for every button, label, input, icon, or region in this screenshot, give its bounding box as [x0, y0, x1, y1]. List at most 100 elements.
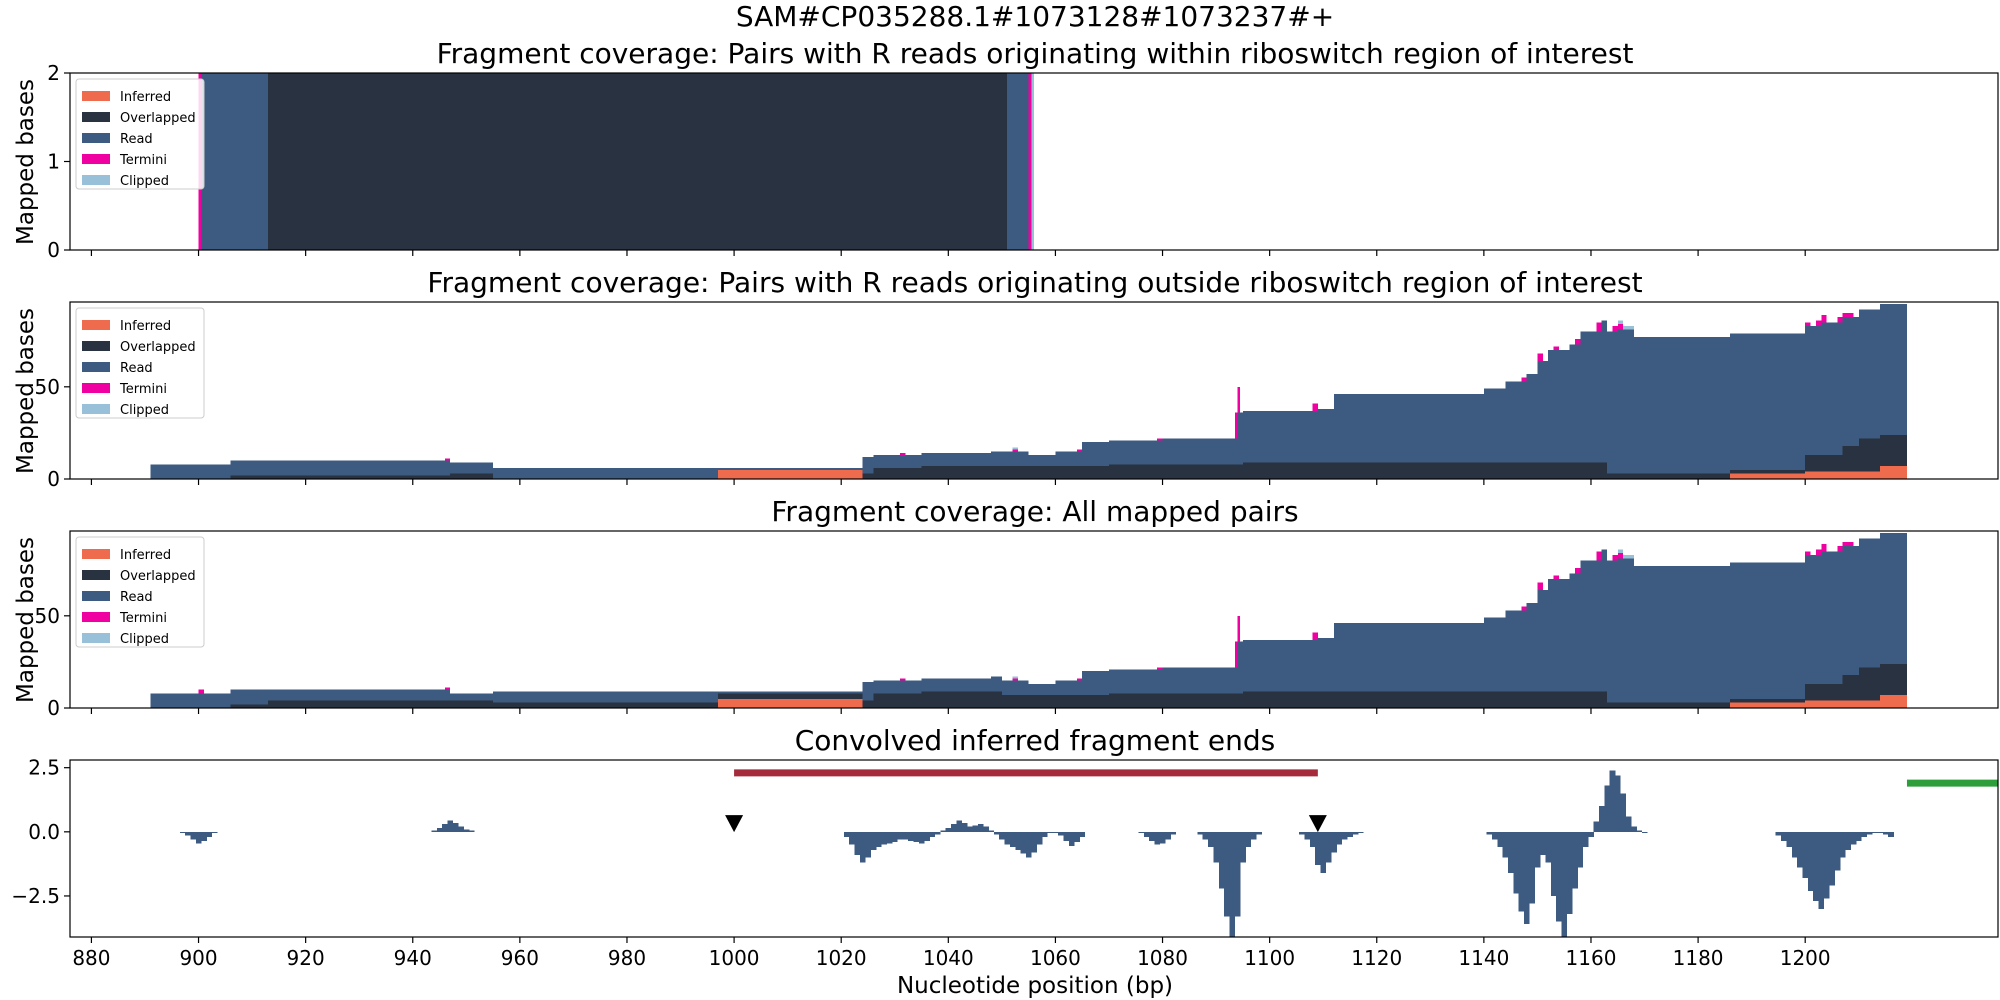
coverage-read-segment: [1853, 545, 1859, 675]
coverage-inferred-segment: [1858, 700, 1881, 708]
coverage-read-segment: [1017, 680, 1029, 696]
coverage-termini-segment: [1537, 582, 1543, 590]
coverage-inferred-segment: [1730, 702, 1806, 708]
coverage-read-segment: [1017, 451, 1029, 467]
coverage-overlapped-segment: [1596, 691, 1602, 708]
coverage-overlapped-segment: [1574, 691, 1581, 708]
coverage-read-segment: [1242, 410, 1313, 463]
convolved-bar: [1877, 831, 1884, 834]
coverage-read-segment: [1542, 590, 1549, 692]
coverage-read-segment: [1633, 566, 1645, 703]
coverage-overlapped-segment: [1333, 691, 1484, 708]
coverage-overlapped-segment: [1858, 667, 1881, 701]
convolved-bar: [1336, 831, 1343, 845]
convolved-bar: [458, 826, 464, 832]
convolved-bar: [1025, 831, 1032, 858]
coverage-read-segment: [1596, 331, 1602, 463]
coverage-overlapped-segment: [1548, 691, 1554, 708]
convolved-bar: [179, 831, 186, 834]
coverage-overlapped-segment: [1574, 462, 1581, 479]
y-tick-label: 1: [47, 150, 60, 174]
convolved-bar: [1047, 831, 1054, 834]
coverage-termini-segment: [900, 453, 906, 456]
coverage-overlapped-segment: [268, 73, 1008, 250]
coverage-overlapped-segment: [900, 693, 906, 708]
convolved-bar: [431, 830, 438, 832]
coverage-overlapped-segment: [1607, 702, 1613, 708]
convolved-bar: [908, 831, 914, 841]
coverage-read-segment: [1558, 349, 1570, 463]
coverage-read-segment: [1553, 349, 1559, 463]
coverage-read-segment: [1580, 331, 1597, 463]
panel-2-legend: Inferred Overlapped Read Termini Clipped: [75, 307, 205, 419]
coverage-overlapped-segment: [1542, 691, 1549, 708]
coverage-overlapped-segment: [1108, 464, 1158, 479]
coverage-inferred-segment: [1821, 471, 1827, 479]
legend-swatch-inferred: [82, 91, 110, 101]
coverage-read-segment: [1237, 641, 1241, 694]
coverage-read-segment: [268, 689, 445, 701]
coverage-read-segment: [1537, 590, 1543, 692]
coverage-read-segment: [1810, 325, 1816, 456]
coverage-read-segment: [1837, 551, 1843, 685]
convolved-bar: [1315, 831, 1321, 866]
coverage-overlapped-segment: [873, 693, 901, 708]
coverage-read-segment: [1162, 438, 1235, 465]
x-tick-label: 940: [394, 946, 432, 970]
coverage-overlapped-segment: [1553, 691, 1559, 708]
coverage-read-segment: [1569, 573, 1575, 692]
coverage-inferred-segment: [1810, 471, 1816, 479]
coverage-overlapped-segment: [1157, 464, 1163, 479]
coverage-termini-segment: [1076, 678, 1083, 681]
convolved-bar: [1518, 831, 1525, 912]
coverage-overlapped-segment: [1521, 691, 1527, 708]
coverage-overlapped-segment: [905, 693, 922, 708]
coverage-read-segment: [1574, 573, 1581, 692]
convolved-bar: [892, 831, 898, 843]
convolved-bar: [1143, 831, 1150, 837]
convolved-bar: [1631, 826, 1637, 832]
coverage-termini-segment: [1537, 353, 1543, 361]
coverage-read-segment: [1815, 554, 1822, 685]
coverage-read-segment: [1234, 667, 1238, 694]
coverage-overlapped-segment: [444, 475, 451, 479]
convolved-bar: [442, 824, 448, 832]
panel-4: Convolved inferred fragment ends −2.5 0.0…: [11, 724, 1999, 970]
convolved-bar: [1138, 831, 1145, 834]
legend-swatch-inferred: [82, 549, 110, 559]
coverage-read-segment: [1805, 554, 1811, 685]
legend-label-overlapped: Overlapped: [120, 111, 196, 126]
convolved-bar: [1197, 831, 1203, 835]
convolved-bar: [1529, 831, 1536, 904]
convolved-bar: [1840, 831, 1846, 858]
convolved-bar: [859, 831, 866, 863]
convolved-bar: [1556, 831, 1562, 922]
coverage-overlapped-segment: [1826, 684, 1838, 701]
convolved-bar: [1240, 831, 1246, 863]
y-tick-label: 2.5: [28, 756, 60, 780]
convolved-bar: [897, 831, 904, 840]
coverage-overlapped-segment: [1730, 469, 1806, 474]
convolved-bar: [1491, 831, 1498, 840]
coverage-overlapped-segment: [1815, 455, 1822, 472]
coverage-overlapped-segment: [1858, 438, 1881, 472]
convolved-bar: [1170, 831, 1177, 835]
y-tick-label: 50: [35, 375, 60, 399]
convolved-bar: [977, 824, 984, 832]
coverage-inferred-segment: [1880, 695, 1907, 708]
convolved-bar: [185, 831, 191, 836]
convolved-bar: [1582, 831, 1589, 848]
coverage-overlapped-segment: [1601, 691, 1608, 708]
coverage-overlapped-segment: [1108, 693, 1158, 708]
panel-2: Fragment coverage: Pairs with R reads or…: [13, 266, 1999, 491]
y-tick-label: 0: [47, 467, 60, 491]
panel-4-y-axis: −2.5 0.0 2.5: [11, 756, 70, 908]
coverage-overlapped-segment: [1617, 473, 1624, 479]
coverage-read-segment: [1601, 320, 1608, 463]
convolved-bar: [1829, 831, 1835, 886]
coverage-inferred-segment: [1805, 471, 1811, 479]
coverage-read-segment: [1548, 349, 1554, 463]
coverage-read-segment: [1483, 388, 1506, 463]
legend-label-read: Read: [120, 590, 153, 605]
convolved-bar: [1331, 831, 1337, 853]
